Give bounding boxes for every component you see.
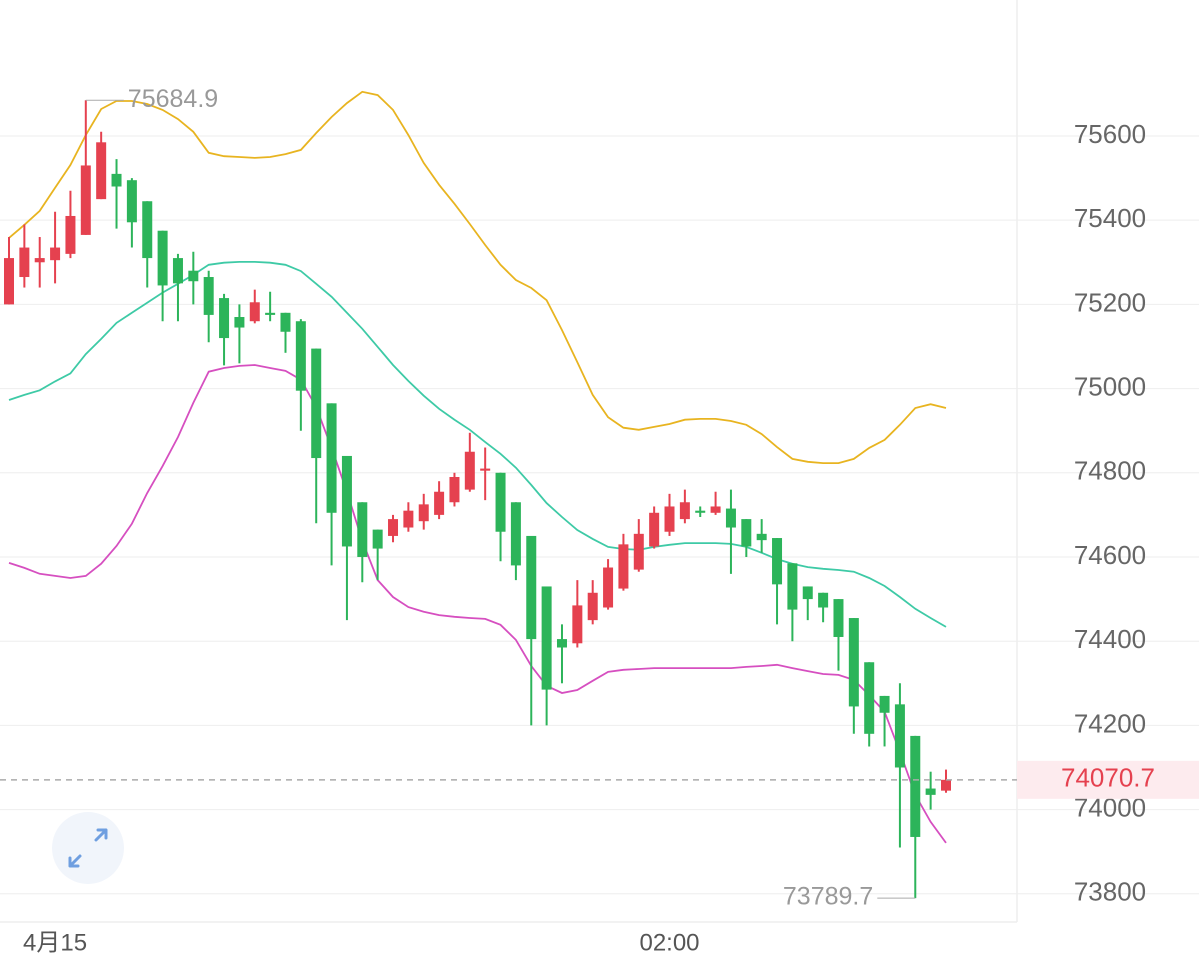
x-tick-label: 4月15: [23, 929, 87, 956]
candle-body: [864, 662, 875, 734]
candle-body: [556, 639, 567, 648]
y-tick-label: 74200: [1074, 708, 1146, 738]
candle-body: [172, 258, 183, 284]
candle-body: [157, 230, 168, 286]
y-tick-label: 75400: [1074, 203, 1146, 233]
candle-body: [802, 586, 813, 600]
candle-body: [203, 277, 214, 315]
candle-body: [449, 476, 460, 503]
candle-body: [341, 455, 352, 547]
candle-body: [372, 529, 383, 549]
y-tick-label: 74600: [1074, 540, 1146, 570]
candle-body: [541, 586, 552, 690]
candle-body: [280, 312, 291, 332]
candle-body: [772, 538, 783, 585]
candle-body: [142, 201, 153, 259]
candle-body: [725, 508, 736, 528]
y-tick-label: 73800: [1074, 877, 1146, 907]
candle-body: [649, 512, 660, 547]
candle-body: [295, 321, 306, 391]
y-tick-label: 75000: [1074, 371, 1146, 401]
candle-body: [664, 506, 675, 532]
candle-body: [787, 563, 798, 610]
min-label: 73789.7: [783, 883, 873, 911]
candle-body: [510, 502, 521, 566]
candle-body: [833, 599, 844, 637]
expand-button[interactable]: [52, 812, 124, 884]
candle-body: [357, 502, 368, 557]
expand-icon[interactable]: [68, 828, 108, 868]
candle-body: [695, 510, 706, 513]
band-line: [8, 90, 947, 464]
candle-body: [618, 544, 629, 589]
max-label: 75684.9: [128, 85, 218, 113]
candle-body: [495, 472, 506, 532]
y-tick-label: 74400: [1074, 624, 1146, 654]
candle-body: [434, 491, 445, 515]
candle-body: [265, 312, 276, 315]
candle-body: [96, 142, 107, 200]
candle-body: [818, 592, 829, 608]
candle-body: [879, 695, 890, 713]
candle-body: [65, 215, 76, 254]
candle-body: [572, 605, 583, 644]
candle-body: [603, 567, 614, 608]
y-tick-label: 75600: [1074, 119, 1146, 149]
candle-body: [234, 317, 245, 328]
candle-body: [941, 779, 951, 791]
candle-body: [679, 502, 690, 520]
candle-body: [526, 535, 537, 640]
candle-body: [587, 592, 598, 621]
candle-body: [910, 735, 921, 837]
candle-body: [894, 704, 905, 768]
price-tag-label: 74070.7: [1061, 763, 1155, 793]
candle-body: [4, 258, 14, 305]
candle-body: [326, 403, 337, 513]
candle-body: [710, 506, 721, 513]
candle-body: [848, 618, 859, 707]
candle-body: [219, 298, 230, 339]
candle-body: [311, 348, 322, 459]
candle-body: [126, 180, 137, 223]
candle-body: [388, 519, 399, 536]
band-line: [8, 261, 947, 628]
y-tick-label: 75200: [1074, 287, 1146, 317]
band-line: [8, 364, 947, 844]
expand-circle[interactable]: [52, 812, 124, 884]
candle-body: [925, 788, 936, 795]
candle-body: [34, 258, 45, 263]
candle-body: [19, 247, 30, 278]
candle-body: [418, 504, 429, 522]
candle-body: [480, 468, 491, 471]
candle-body: [188, 270, 199, 282]
candle-body: [464, 451, 475, 490]
candle-body: [249, 302, 260, 322]
candle-body: [50, 247, 61, 261]
candle-body: [741, 519, 752, 547]
price-tag: [1017, 760, 1199, 799]
y-tick-label: 74800: [1074, 456, 1146, 486]
candle-body: [111, 173, 122, 187]
candle-body: [80, 165, 91, 235]
x-tick-label: 02:00: [639, 929, 699, 956]
candle-body: [633, 533, 644, 570]
candle-body: [403, 510, 414, 528]
candle-body: [756, 533, 767, 541]
